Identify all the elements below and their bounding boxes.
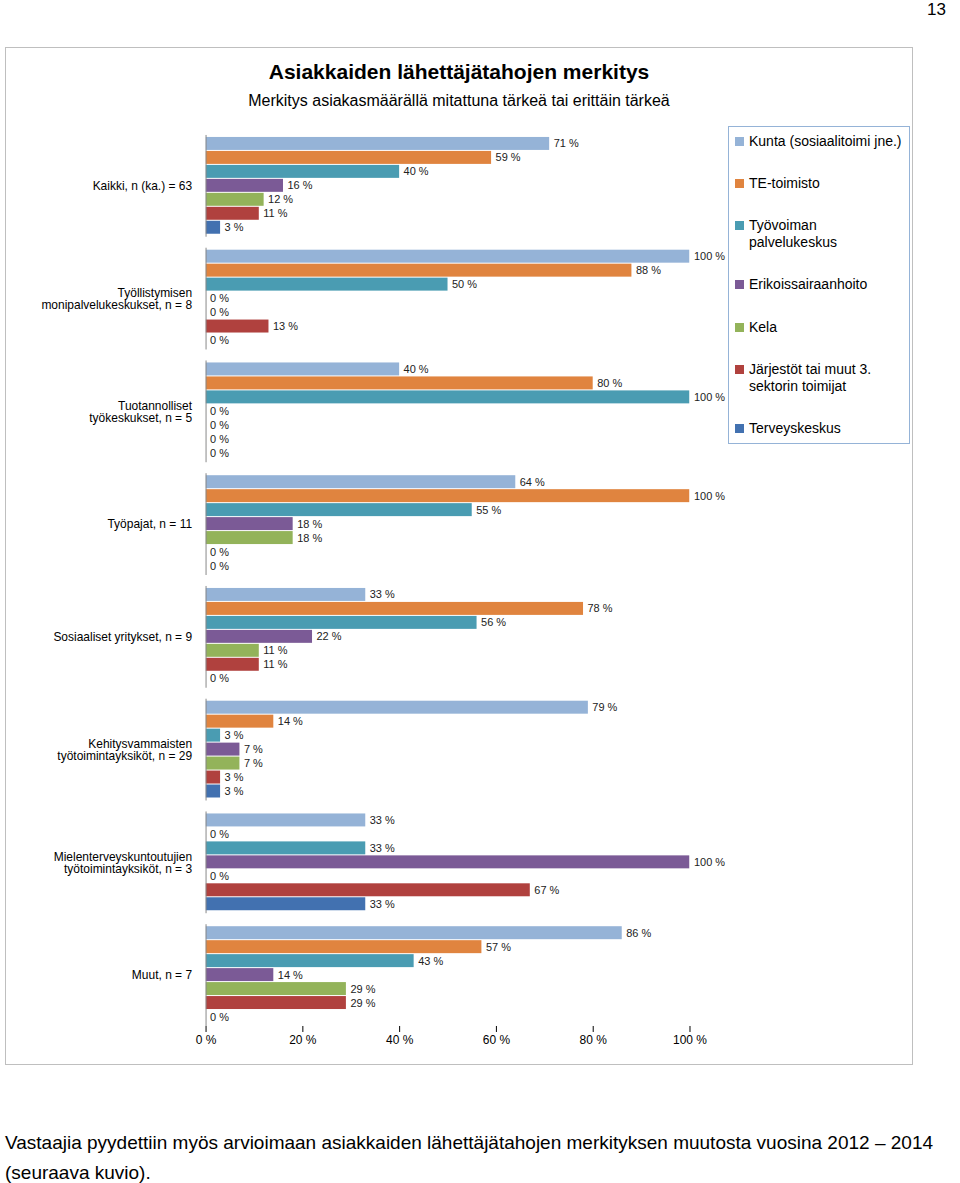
svg-text:0 %: 0 % xyxy=(210,405,229,417)
svg-text:67 %: 67 % xyxy=(534,884,559,896)
svg-text:Kaikki, n (ka.) = 63: Kaikki, n (ka.) = 63 xyxy=(93,179,193,193)
html-text:Erikoissairaanhoito: Erikoissairaanhoito xyxy=(749,276,868,293)
svg-text:40 %: 40 % xyxy=(386,1033,414,1047)
svg-text:78 %: 78 % xyxy=(588,602,613,614)
html-text:Asiakkaiden lähettäjätahojen m: Asiakkaiden lähettäjätahojen merkitys xyxy=(268,60,650,83)
svg-text:33 %: 33 % xyxy=(370,814,395,826)
svg-text:56 %: 56 % xyxy=(481,616,506,628)
svg-text:3 %: 3 % xyxy=(225,221,244,233)
html-text:TE-toimisto: TE-toimisto xyxy=(749,175,820,192)
svg-text:0 %: 0 % xyxy=(210,306,229,318)
svg-text:100 %: 100 % xyxy=(694,391,725,403)
svg-text:57 %: 57 % xyxy=(486,941,511,953)
svg-text:0 %: 0 % xyxy=(210,433,229,445)
svg-text:0 %: 0 % xyxy=(210,870,229,882)
html-text:Kela: Kela xyxy=(749,318,777,335)
svg-text:0 %: 0 % xyxy=(210,419,229,431)
svg-text:79 %: 79 % xyxy=(592,701,617,713)
svg-text:59 %: 59 % xyxy=(496,151,521,163)
svg-text:11 %: 11 % xyxy=(263,658,287,670)
svg-text:0 %: 0 % xyxy=(210,1011,229,1023)
svg-text:Työllistymisenmonipalvelukesku: Työllistymisenmonipalvelukeskukset, n = … xyxy=(41,286,192,312)
svg-text:3 %: 3 % xyxy=(225,729,244,741)
svg-text:13 %: 13 % xyxy=(273,320,298,332)
svg-text:86 %: 86 % xyxy=(626,927,651,939)
svg-text:12 %: 12 % xyxy=(268,193,293,205)
svg-text:14 %: 14 % xyxy=(278,715,303,727)
svg-text:55 %: 55 % xyxy=(476,504,501,516)
svg-text:80 %: 80 % xyxy=(597,377,622,389)
svg-text:64 %: 64 % xyxy=(520,476,545,488)
html-text:Kunta (sosiaalitoimi jne.): Kunta (sosiaalitoimi jne.) xyxy=(749,133,902,149)
svg-text:40 %: 40 % xyxy=(404,165,429,177)
svg-text:100 %: 100 % xyxy=(694,490,725,502)
svg-text:0 %: 0 % xyxy=(196,1033,217,1047)
html-text:Terveyskeskus: Terveyskeskus xyxy=(749,419,841,436)
svg-text:18 %: 18 % xyxy=(297,532,322,544)
html-text:Vastaajia pyydettiin myös arvi: Vastaajia pyydettiin myös arvioimaan asi… xyxy=(5,1132,933,1183)
svg-text:7 %: 7 % xyxy=(244,743,263,755)
svg-text:0 %: 0 % xyxy=(210,334,229,346)
svg-text:33 %: 33 % xyxy=(370,898,395,910)
svg-text:40 %: 40 % xyxy=(404,363,429,375)
svg-text:0 %: 0 % xyxy=(210,292,229,304)
svg-text:11 %: 11 % xyxy=(263,644,287,656)
svg-text:100 %: 100 % xyxy=(673,1033,707,1047)
html-text:Merkitys asiakasmäärällä mitat: Merkitys asiakasmäärällä mitattuna tärke… xyxy=(248,92,670,109)
svg-text:3 %: 3 % xyxy=(225,785,244,797)
svg-text:Muut, n = 7: Muut, n = 7 xyxy=(132,968,193,982)
svg-text:0 %: 0 % xyxy=(210,546,229,558)
svg-text:60 %: 60 % xyxy=(483,1033,511,1047)
svg-text:Kehitysvammaistentyötoimintayk: Kehitysvammaistentyötoimintayksiköt, n =… xyxy=(57,737,192,763)
svg-text:43 %: 43 % xyxy=(418,955,443,967)
svg-text:33 %: 33 % xyxy=(370,588,395,600)
svg-text:0 %: 0 % xyxy=(210,560,229,572)
svg-text:88 %: 88 % xyxy=(636,264,661,276)
svg-text:33 %: 33 % xyxy=(370,842,395,854)
svg-text:Mielenterveyskuntoutujientyöto: Mielenterveyskuntoutujientyötoimintayksi… xyxy=(54,850,193,876)
html-text:Järjestöt tai muut 3. sektorin: Järjestöt tai muut 3. sektorin toimijat xyxy=(749,360,872,394)
svg-text:71 %: 71 % xyxy=(554,137,579,149)
svg-text:0 %: 0 % xyxy=(210,828,229,840)
svg-text:0 %: 0 % xyxy=(210,447,229,459)
svg-text:Tuotannollisettyökeskukset, n: Tuotannollisettyökeskukset, n = 5 xyxy=(89,399,192,425)
svg-text:29 %: 29 % xyxy=(350,997,375,1009)
svg-text:Sosiaaliset yritykset, n = 9: Sosiaaliset yritykset, n = 9 xyxy=(53,630,192,644)
svg-text:16 %: 16 % xyxy=(287,179,312,191)
svg-text:29 %: 29 % xyxy=(350,983,375,995)
svg-text:50 %: 50 % xyxy=(452,278,477,290)
svg-text:22 %: 22 % xyxy=(317,630,342,642)
svg-text:11 %: 11 % xyxy=(263,207,287,219)
svg-text:3 %: 3 % xyxy=(225,771,244,783)
svg-text:100 %: 100 % xyxy=(694,250,725,262)
html-text:Työvoiman palvelukeskus: Työvoiman palvelukeskus xyxy=(749,217,837,251)
svg-text:18 %: 18 % xyxy=(297,518,322,530)
svg-text:100 %: 100 % xyxy=(694,856,725,868)
svg-text:7 %: 7 % xyxy=(244,757,263,769)
svg-text:80 %: 80 % xyxy=(580,1033,608,1047)
html-text:13: 13 xyxy=(927,0,946,19)
svg-text:20 %: 20 % xyxy=(289,1033,317,1047)
svg-text:Työpajat, n = 11: Työpajat, n = 11 xyxy=(107,517,192,531)
svg-text:0 %: 0 % xyxy=(210,672,229,684)
svg-text:14 %: 14 % xyxy=(278,969,303,981)
